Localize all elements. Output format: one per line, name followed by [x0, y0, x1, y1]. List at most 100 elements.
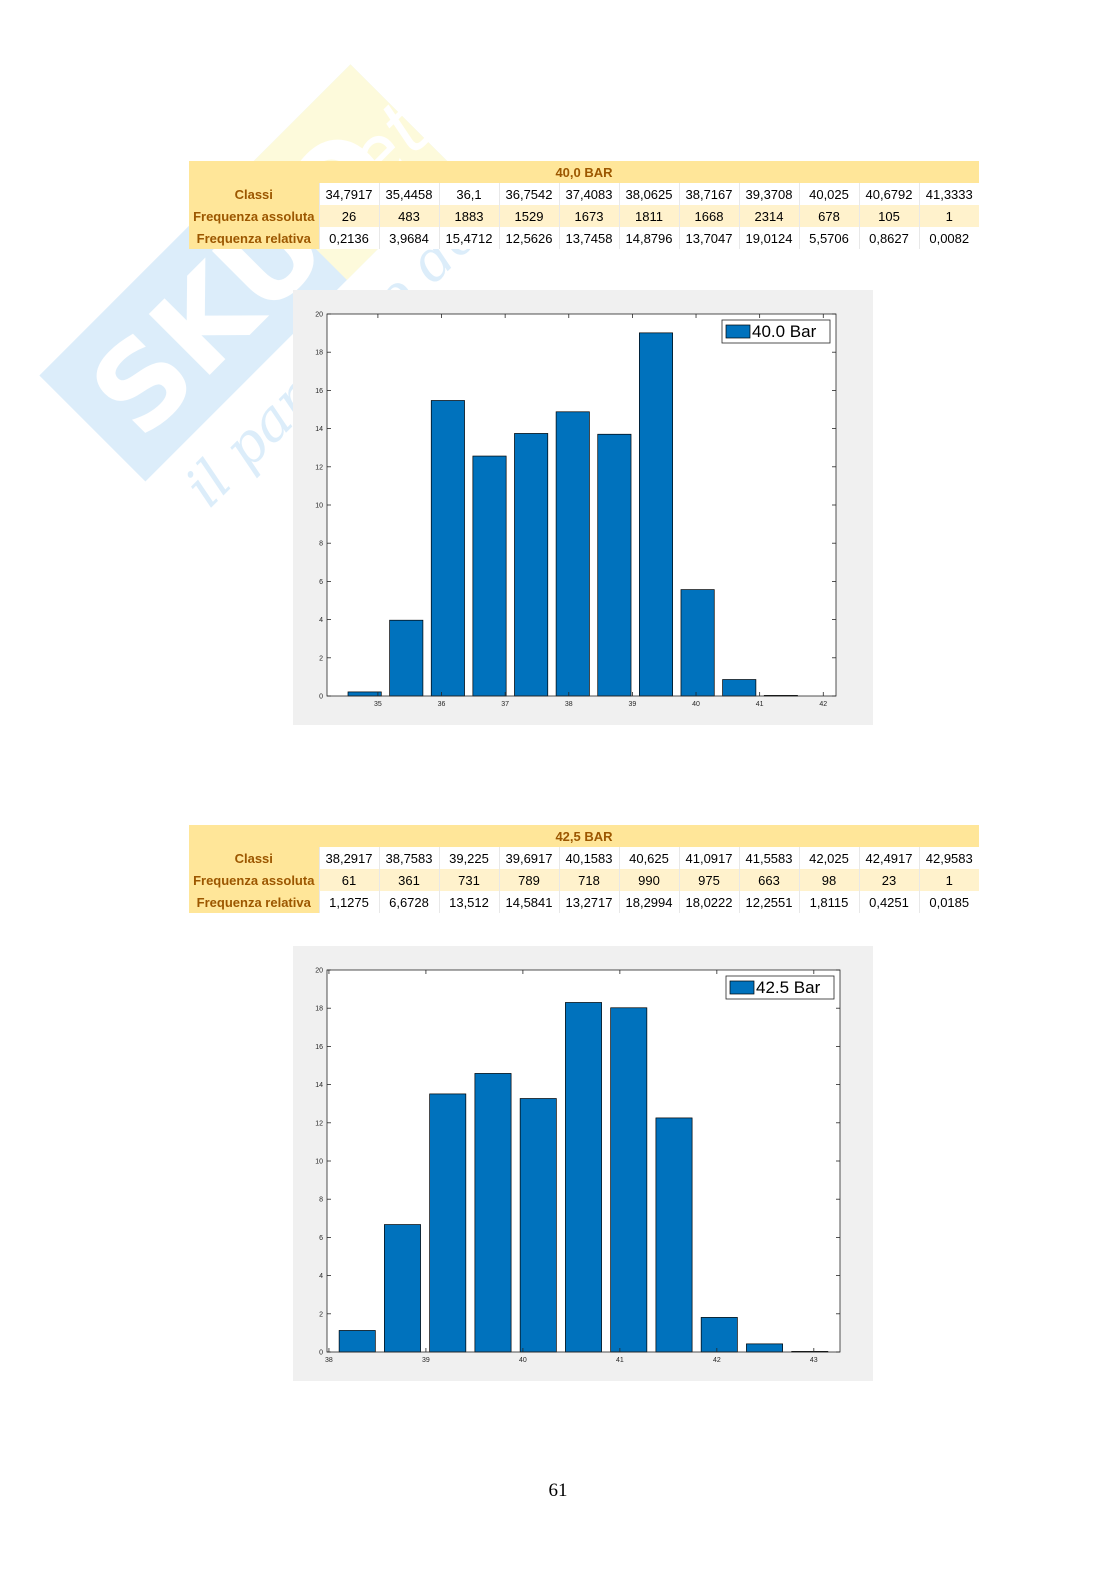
table-cell: 1,8115 — [798, 891, 859, 913]
table-cell: 42,4917 — [858, 847, 919, 869]
table-cell: 678 — [798, 205, 859, 227]
table-cell: 39,3708 — [738, 183, 799, 205]
table-cell: 1668 — [678, 205, 739, 227]
table-cell: 19,0124 — [738, 227, 799, 249]
bar — [347, 691, 382, 697]
x-tick-label: 42 — [713, 1357, 721, 1364]
table-title: 42,5 BAR — [189, 825, 979, 847]
table-cell: 13,7458 — [558, 227, 619, 249]
y-tick-label: 18 — [315, 1006, 323, 1013]
legend-swatch — [725, 324, 751, 339]
table-cell: 13,7047 — [678, 227, 739, 249]
table-cell: 1,1275 — [318, 891, 379, 913]
x-tick-label: 39 — [422, 1357, 430, 1364]
table-cell: 15,4712 — [438, 227, 499, 249]
histogram-figure-40-bar: 0 2 4 6 8 10 12 14 16 18 20 35 36 37 38 39 40 41 42 40.0 Ba… — [293, 290, 873, 725]
legend: 40.0 Bar — [721, 319, 831, 344]
y-tick-label: 20 — [315, 968, 323, 975]
table-cell: 1 — [918, 205, 979, 227]
x-tick-label: 38 — [565, 701, 573, 708]
x-tick-label: 40 — [519, 1357, 527, 1364]
row-header: Classi — [189, 847, 319, 869]
histogram-figure-42-5-bar: 0 2 4 6 8 10 12 14 16 18 20 38 39 40 41 42 43 42.5 Bar — [293, 946, 873, 1381]
bar — [474, 1073, 512, 1353]
y-tick-label: 16 — [315, 388, 323, 395]
y-tick-label: 0 — [319, 1350, 323, 1357]
table-cell: 789 — [498, 869, 559, 891]
y-tick-label: 8 — [319, 1197, 323, 1204]
table-cell: 5,5706 — [798, 227, 859, 249]
table-cell: 1673 — [558, 205, 619, 227]
y-tick-label: 12 — [315, 1120, 323, 1127]
table-cell: 26 — [318, 205, 379, 227]
bar — [384, 1224, 421, 1353]
x-tick-label: 38 — [325, 1357, 333, 1364]
table-cell: 3,9684 — [378, 227, 439, 249]
row-header: Classi — [189, 183, 319, 205]
y-tick-label: 18 — [315, 350, 323, 357]
table-cell: 61 — [318, 869, 379, 891]
bar — [430, 400, 465, 697]
table-cell: 23 — [858, 869, 919, 891]
bar — [655, 1117, 693, 1353]
bar — [610, 1007, 648, 1353]
table-row: Frequenza assoluta 26 483 1883 1529 1673 1811 1… — [189, 205, 979, 227]
bar — [519, 1098, 557, 1353]
table-cell: 14,5841 — [498, 891, 559, 913]
table-cell: 40,025 — [798, 183, 859, 205]
y-tick-label: 2 — [319, 655, 323, 662]
bar — [638, 332, 673, 697]
table-cell: 38,7167 — [678, 183, 739, 205]
table-row: Frequenza relativa 0,2136 3,9684 15,4712 12,… — [189, 227, 979, 249]
legend-swatch — [729, 980, 755, 995]
x-tick-label: 42 — [819, 701, 827, 708]
table-cell: 1 — [918, 869, 979, 891]
table-cell: 40,1583 — [558, 847, 619, 869]
table-cell: 13,512 — [438, 891, 499, 913]
table-cell: 2314 — [738, 205, 799, 227]
table-cell: 0,4251 — [858, 891, 919, 913]
table-cell: 38,2917 — [318, 847, 379, 869]
x-tick-label: 37 — [501, 701, 509, 708]
y-tick-label: 20 — [315, 312, 323, 319]
table-cell: 663 — [738, 869, 799, 891]
y-tick-label: 2 — [319, 1311, 323, 1318]
y-tick-label: 6 — [319, 579, 323, 586]
legend: 42.5 Bar — [725, 975, 835, 1000]
table-cell: 98 — [798, 869, 859, 891]
x-tick-label: 43 — [810, 1357, 818, 1364]
y-tick-label: 14 — [315, 426, 323, 433]
table-cell: 105 — [858, 205, 919, 227]
y-tick-label: 4 — [319, 617, 323, 624]
table-cell: 13,2717 — [558, 891, 619, 913]
bar — [597, 433, 632, 697]
page-number: 61 — [548, 1480, 568, 1501]
table-cell: 39,225 — [438, 847, 499, 869]
table-cell: 0,2136 — [318, 227, 379, 249]
table-row: Classi 34,7917 35,4458 36,1 36,7542 37,4083 38… — [189, 183, 979, 205]
y-tick-label: 12 — [315, 464, 323, 471]
x-tick-label: 41 — [756, 701, 764, 708]
table-cell: 1883 — [438, 205, 499, 227]
table-row: Frequenza assoluta 61 361 731 789 718 990 975 66… — [189, 869, 979, 891]
table-cell: 40,6792 — [858, 183, 919, 205]
table-row: Frequenza relativa 1,1275 6,6728 13,512 14,5… — [189, 891, 979, 913]
y-tick-label: 0 — [319, 694, 323, 701]
table-cell: 361 — [378, 869, 439, 891]
frequency-table-40-bar: 40,0 BAR Classi 34,7917 35,4458 36,1 36,7542… — [189, 161, 979, 249]
row-header: Frequenza relativa — [189, 891, 319, 913]
bar — [680, 589, 715, 697]
bar — [389, 619, 424, 697]
y-tick-label: 10 — [315, 503, 323, 510]
table-cell: 41,3333 — [918, 183, 979, 205]
table-cell: 1811 — [618, 205, 679, 227]
table-cell: 38,7583 — [378, 847, 439, 869]
table-cell: 36,7542 — [498, 183, 559, 205]
bar — [514, 433, 549, 697]
y-tick-label: 14 — [315, 1082, 323, 1089]
table-cell: 39,6917 — [498, 847, 559, 869]
table-cell: 42,025 — [798, 847, 859, 869]
row-header: Frequenza assoluta — [189, 205, 319, 227]
table-cell: 990 — [618, 869, 679, 891]
bar — [722, 679, 757, 697]
